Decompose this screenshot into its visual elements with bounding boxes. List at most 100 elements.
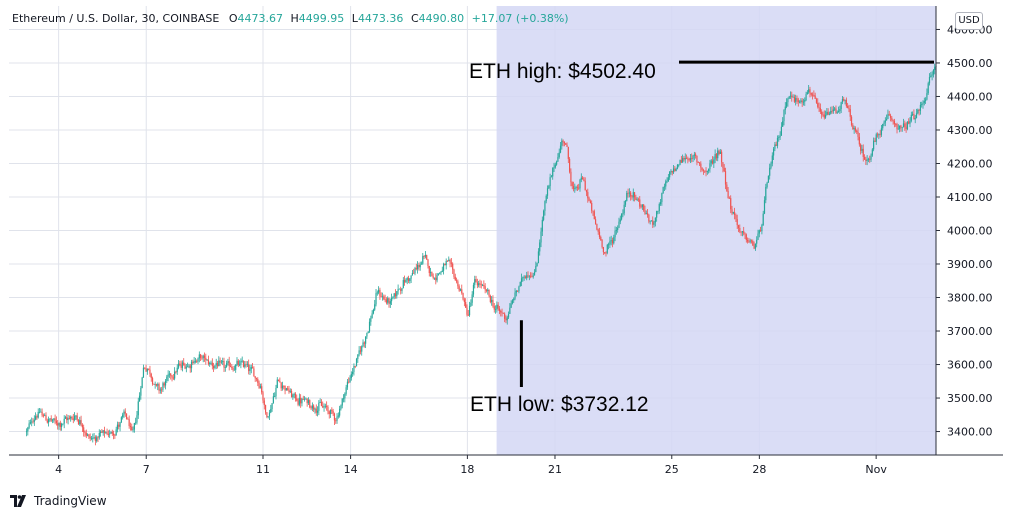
candle-body [932,69,935,75]
candle-body [535,266,537,272]
candle-body [679,160,681,165]
candle-body [769,167,771,176]
candle-body [680,160,682,163]
candle-body [502,312,504,314]
candle-body [466,307,468,315]
candle-body [36,416,38,418]
candle-body [756,239,758,244]
candle-body [37,411,39,418]
candle-body [27,427,29,432]
candle-body [161,389,163,391]
candle-body [467,314,469,316]
candle-body [238,364,241,366]
candle-body [674,168,676,171]
candle-body [514,292,516,299]
candle-body [272,396,274,404]
candle-body [887,114,889,119]
candle-body [442,263,445,271]
candle-body [557,157,559,162]
candle-body [492,299,494,307]
candle-body [548,186,550,189]
candle-body [702,169,705,171]
candle-body [478,283,480,286]
candle-body [484,286,486,290]
candle-body [615,229,617,231]
candle-body [688,159,690,161]
candle-body [792,96,794,98]
candle-body [671,170,673,173]
candle-body [416,265,419,270]
candle-body [753,245,755,249]
candle-body [713,159,715,164]
candle-body [788,96,790,99]
candle-body [579,179,581,189]
candle-body [236,360,238,365]
candle-body [292,394,294,398]
y-axis-ticks: 3400.00 3500.00 3600.00 3700.00 3800.00 3900.… [936,23,993,439]
candle-body [209,362,211,364]
candle-body [84,431,86,434]
candle-body [583,179,585,181]
candle-body [201,357,203,359]
candle-body [342,398,345,400]
candle-body [148,368,150,370]
candle-body [481,285,484,286]
candle-body [289,390,291,392]
candle-body [553,167,555,169]
candle-body [763,200,766,214]
candle-body [313,405,315,410]
footer-brand[interactable]: TradingView [10,494,107,508]
candle-body [805,94,807,100]
candle-body [925,99,927,101]
candle-body [107,433,109,435]
candle-body [331,409,333,412]
candle-body [127,418,129,420]
candle-body [415,268,417,270]
candle-body [759,230,762,232]
candle-body [105,432,107,434]
candle-body [98,432,100,438]
tradingview-logo-icon [10,495,26,507]
candle-body [387,298,389,303]
candle-body [189,365,191,369]
candle-body [858,136,860,145]
candle-body [202,355,204,359]
candle-body [216,363,219,367]
candle-body [120,417,122,423]
candle-body [666,180,668,182]
candle-body [391,297,393,302]
candle-body [203,355,206,358]
candle-body [522,277,524,279]
candle-body [245,364,247,366]
candle-body [271,403,273,410]
candle-body [601,240,603,247]
candle-body [196,360,198,362]
candle-body [158,384,160,391]
candle-body [251,367,254,369]
candle-body [96,437,98,441]
candle-body [701,167,703,170]
eth-high-annotation: ETH high: $4502.40 [469,60,656,83]
candle-body [205,357,207,360]
candle-body [159,389,161,391]
candle-body [527,275,529,277]
candle-body [57,423,59,426]
candle-body [281,385,284,389]
candle-body [811,94,814,96]
candle-body [871,149,873,156]
candle-body [853,127,855,130]
candle-body [303,398,306,400]
candle-body [663,186,666,188]
candle-body [86,434,89,436]
candle-body [140,387,142,396]
currency-button[interactable]: USD [955,12,983,30]
candle-body [776,137,779,146]
candle-body [844,99,846,101]
candle-body [445,260,447,266]
candle-body [635,197,637,201]
candle-body [472,284,475,295]
candle-body [458,286,460,291]
candle-body [530,275,532,277]
candle-body [70,416,72,419]
